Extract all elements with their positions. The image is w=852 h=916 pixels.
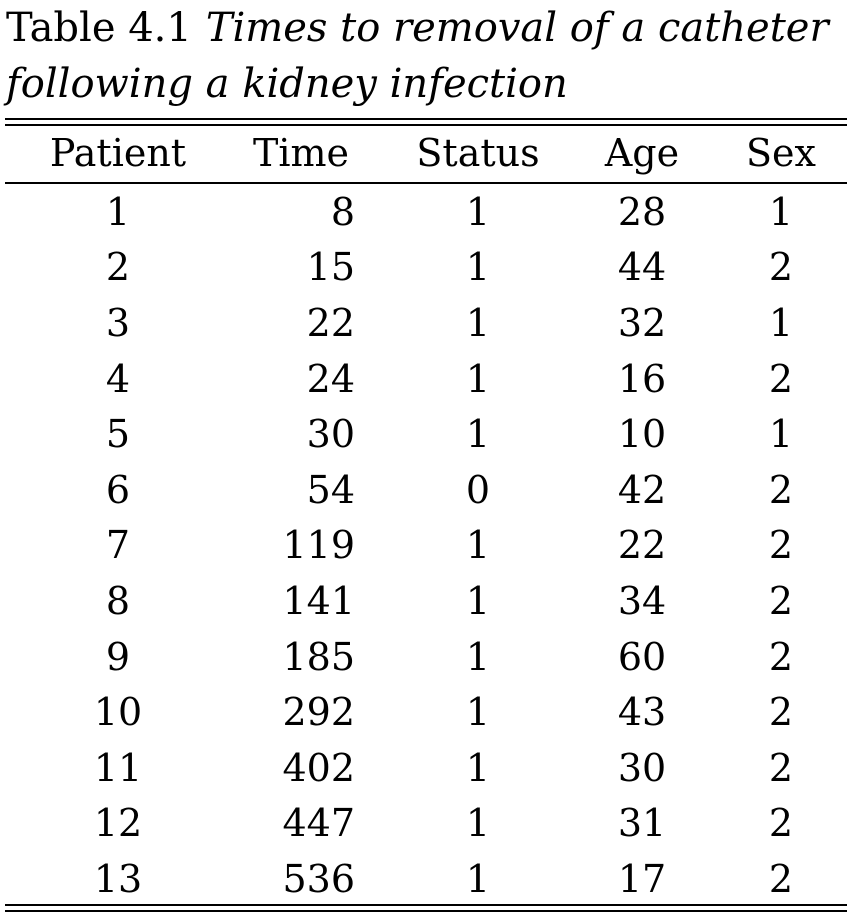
- cell-age: 43: [617, 690, 667, 735]
- cell-patient: 2: [105, 245, 131, 290]
- cell-time: 54: [306, 467, 355, 512]
- cell-sex: 2: [768, 245, 794, 290]
- table-row: 1 8 1 28 1: [5, 184, 847, 240]
- table-row: 7 119 1 22 2: [5, 518, 847, 574]
- column-header-patient: Patient: [49, 131, 187, 175]
- cell-sex: 2: [768, 523, 794, 568]
- caption-line-1: Table 4.1 Times to removal of a catheter: [6, 0, 852, 56]
- table-bottom-rule-1: [5, 904, 847, 906]
- cell-time: 185: [282, 634, 355, 679]
- cell-status: 1: [465, 412, 491, 457]
- cell-status: 1: [465, 690, 491, 735]
- cell-status: 1: [465, 356, 491, 401]
- cell-age: 10: [617, 412, 667, 457]
- cell-time: 141: [282, 578, 355, 623]
- cell-patient: 3: [105, 300, 131, 345]
- cell-sex: 1: [768, 412, 794, 457]
- table-row: 12 447 1 31 2: [5, 796, 847, 852]
- table-row: 5 30 1 10 1: [5, 406, 847, 462]
- cell-sex: 2: [768, 801, 794, 846]
- cell-time: 22: [306, 300, 355, 345]
- cell-age: 16: [617, 356, 667, 401]
- cell-age: 22: [617, 523, 667, 568]
- cell-age: 42: [617, 467, 667, 512]
- cell-patient: 8: [105, 578, 131, 623]
- cell-age: 44: [617, 245, 667, 290]
- cell-patient: 1: [105, 189, 131, 234]
- table-row: 11 402 1 30 2: [5, 740, 847, 796]
- table-body: 1 8 1 28 1 2 15 1 44 2 3 22 1 32 1 4: [5, 184, 847, 907]
- table-row: 8 141 1 34 2: [5, 573, 847, 629]
- cell-status: 1: [465, 745, 491, 790]
- cell-patient: 12: [93, 801, 143, 846]
- cell-sex: 2: [768, 856, 794, 901]
- cell-sex: 2: [768, 634, 794, 679]
- cell-sex: 1: [768, 300, 794, 345]
- cell-age: 28: [617, 189, 667, 234]
- cell-time: 15: [306, 245, 355, 290]
- cell-patient: 9: [105, 634, 131, 679]
- column-header-sex: Sex: [746, 131, 816, 175]
- cell-status: 1: [465, 634, 491, 679]
- cell-sex: 2: [768, 356, 794, 401]
- cell-time: 536: [282, 856, 355, 901]
- table-caption: Table 4.1 Times to removal of a catheter …: [6, 0, 852, 112]
- table-row: 13 536 1 17 2: [5, 851, 847, 907]
- cell-time: 402: [282, 745, 355, 790]
- cell-patient: 13: [93, 856, 143, 901]
- table-bottom-rule-2: [5, 910, 847, 912]
- cell-time: 24: [306, 356, 355, 401]
- cell-sex: 2: [768, 467, 794, 512]
- cell-patient: 4: [105, 356, 131, 401]
- cell-status: 1: [465, 189, 491, 234]
- cell-time: 8: [330, 189, 355, 234]
- cell-status: 1: [465, 856, 491, 901]
- caption-label: Table 4.1: [6, 5, 192, 51]
- table-header-row: Patient Time Status Age Sex: [5, 126, 847, 180]
- cell-sex: 2: [768, 745, 794, 790]
- cell-time: 292: [282, 690, 355, 735]
- cell-sex: 2: [768, 690, 794, 735]
- cell-time: 30: [306, 412, 355, 457]
- cell-age: 17: [617, 856, 667, 901]
- cell-status: 1: [465, 245, 491, 290]
- table-row: 3 22 1 32 1: [5, 295, 847, 351]
- cell-patient: 6: [105, 467, 131, 512]
- cell-status: 1: [465, 578, 491, 623]
- column-header-status: Status: [416, 131, 540, 175]
- table-row: 10 292 1 43 2: [5, 684, 847, 740]
- cell-patient: 11: [93, 745, 143, 790]
- caption-text-line-2: following a kidney infection: [6, 61, 568, 107]
- cell-age: 30: [617, 745, 667, 790]
- cell-patient: 7: [105, 523, 131, 568]
- data-table: Patient Time Status Age Sex 1 8 1 28 1 2…: [5, 126, 847, 901]
- cell-status: 1: [465, 523, 491, 568]
- cell-status: 0: [465, 467, 491, 512]
- cell-age: 34: [617, 578, 667, 623]
- caption-text-line-1: Times to removal of a catheter: [205, 5, 829, 51]
- table-header-rule: [5, 182, 847, 184]
- cell-time: 119: [282, 523, 355, 568]
- table-row: 4 24 1 16 2: [5, 351, 847, 407]
- table-row: 6 54 0 42 2: [5, 462, 847, 518]
- cell-time: 447: [282, 801, 355, 846]
- table-top-rule-1: [5, 118, 847, 120]
- cell-status: 1: [465, 801, 491, 846]
- table-row: 2 15 1 44 2: [5, 240, 847, 296]
- table-row: 9 185 1 60 2: [5, 629, 847, 685]
- cell-sex: 1: [768, 189, 794, 234]
- table-top-rule-2: [5, 124, 847, 126]
- cell-age: 31: [617, 801, 667, 846]
- cell-patient: 10: [93, 690, 143, 735]
- cell-patient: 5: [105, 412, 131, 457]
- column-header-time: Time: [252, 131, 350, 175]
- cell-age: 32: [617, 300, 667, 345]
- cell-sex: 2: [768, 578, 794, 623]
- caption-line-2: following a kidney infection: [6, 56, 852, 112]
- cell-age: 60: [617, 634, 667, 679]
- cell-status: 1: [465, 300, 491, 345]
- column-header-age: Age: [604, 131, 680, 175]
